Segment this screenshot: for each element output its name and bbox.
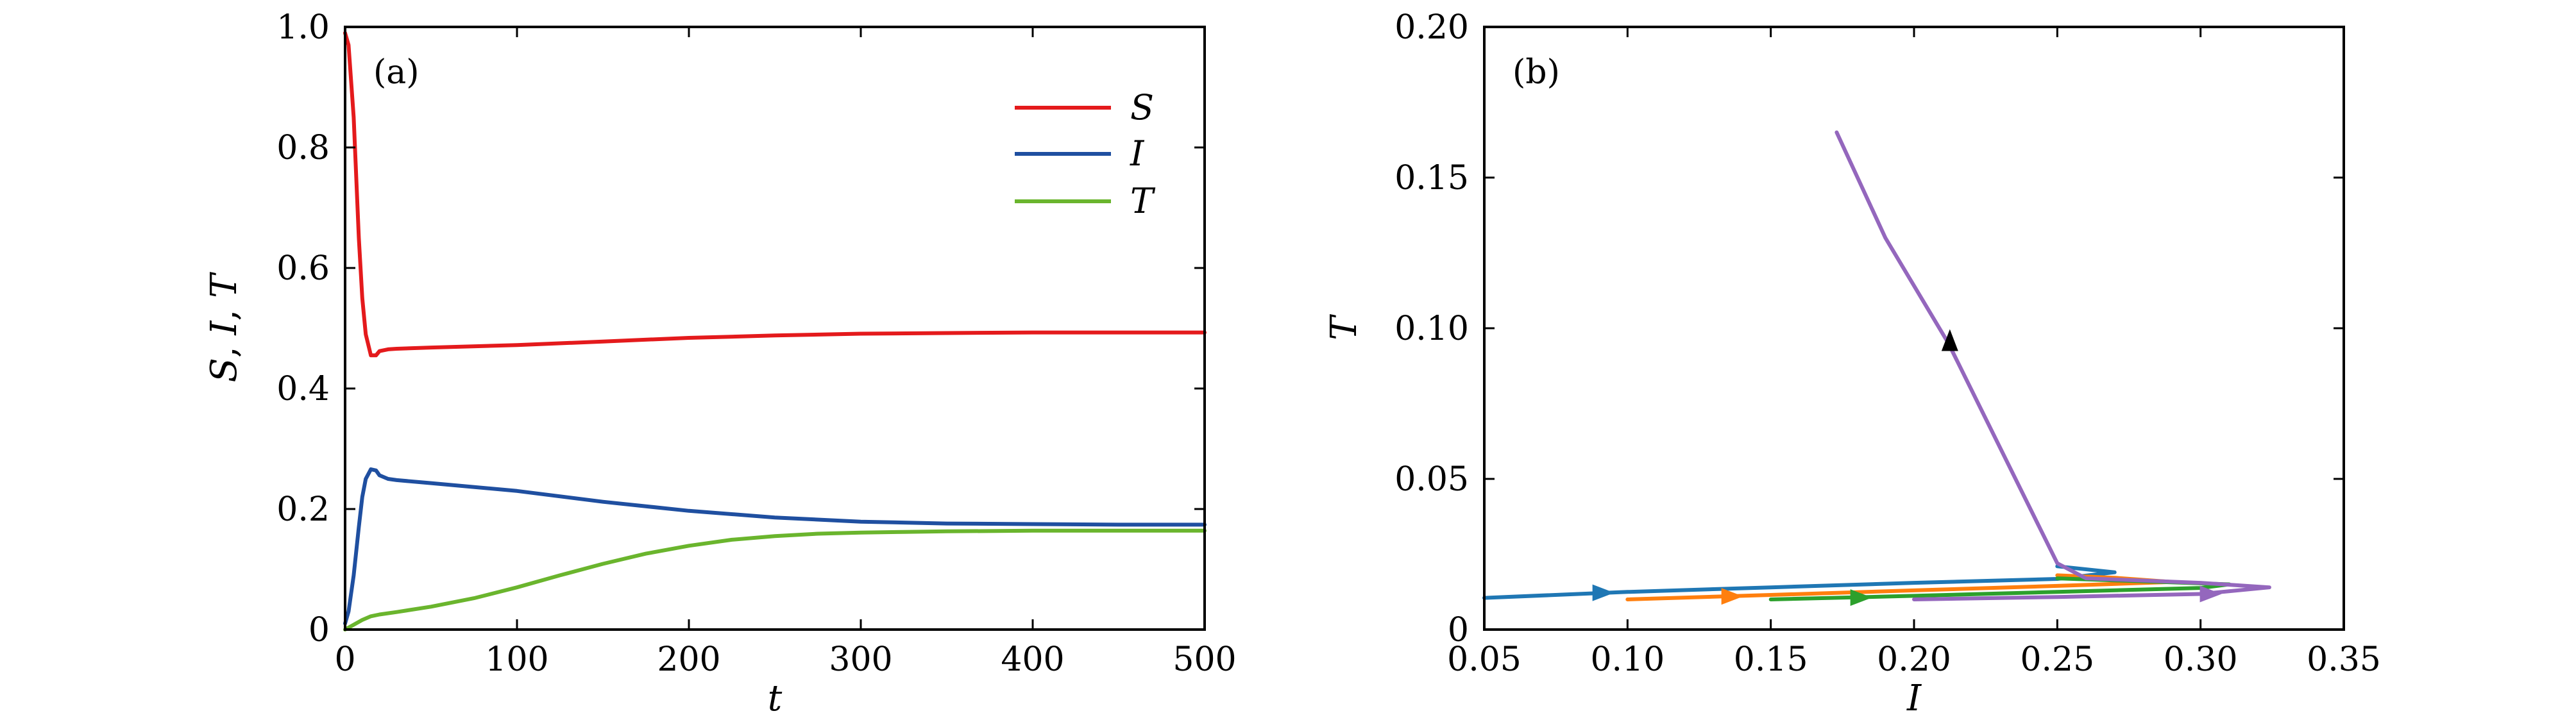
panel-b-tag: (b) [1513, 53, 1560, 92]
panel-b-y-ticks: 0 0.05 0.10 0.15 0.20 [1394, 8, 2344, 649]
x-tick-label: 0.05 [1447, 640, 1521, 679]
x-tick-label: 0.10 [1590, 640, 1665, 679]
panel-b-series-group [1482, 130, 2271, 606]
panel-b-x-ticks: 0.05 0.10 0.15 0.20 0.25 0.30 0.35 [1447, 27, 2381, 679]
y-tick-label: 0.6 [276, 249, 330, 288]
legend-label-i: I [1130, 133, 1145, 174]
x-tick-label: 300 [829, 640, 892, 679]
panel-b-axes-frame [1483, 26, 2345, 631]
y-tick-label: 1.0 [276, 8, 330, 47]
x-tick-label: 0.30 [2164, 640, 2238, 679]
y-tick-label: 0.15 [1394, 159, 1469, 197]
ylabel-sep-1: , [203, 335, 245, 358]
panel-b-x-axis-label: I [1906, 678, 1922, 719]
y-tick-label: 0.05 [1394, 460, 1469, 499]
panel-a-y-axis-label: S, I, T [203, 272, 245, 383]
y-tick-label: 0.10 [1394, 310, 1469, 348]
direction-arrow-trajectory-3 [1850, 589, 1872, 606]
y-tick-label: 0.4 [276, 370, 330, 408]
y-tick-label: 0 [309, 611, 330, 649]
y-tick-label: 0.8 [276, 129, 330, 167]
panel-b-chart: 0.05 0.10 0.15 0.20 0.25 0.30 0.35 00.050.100.… [1323, 8, 2381, 719]
panel-a-y-ticks: 0 0.2 0.4 0.6 0.8 1.0 [276, 8, 1205, 649]
panel-a-chart: 0 100 200 300 400 500 00.20.40.60.81.0 (a) t … [203, 8, 1237, 719]
x-tick-label: 0.20 [1877, 640, 1951, 679]
x-tick-label: 100 [485, 640, 548, 679]
legend-label-t: T [1130, 181, 1156, 221]
direction-arrow-trajectory-1 [1592, 584, 1614, 601]
ylabel-part-t: T [203, 272, 245, 298]
y-tick-label: 0.20 [1394, 8, 1469, 47]
series-line-s [343, 31, 1207, 358]
x-tick-label: 0.15 [1734, 640, 1808, 679]
x-tick-label: 0 [334, 640, 355, 679]
series-line-trajectory-4 [1835, 130, 2271, 601]
direction-arrow-trajectory-4 [2199, 585, 2222, 603]
panel-a-axes-frame [344, 26, 1206, 631]
ylabel-part-i: I [203, 320, 245, 336]
panel-a-x-ticks: 0 100 200 300 400 500 [334, 27, 1237, 679]
direction-arrow-trajectory-2 [1721, 588, 1743, 605]
ylabel-part-s: S [203, 358, 245, 382]
series-line-i [343, 467, 1207, 626]
direction-arrow-trajectory-4-arrow [1941, 329, 1958, 351]
legend-label-s: S [1130, 87, 1154, 128]
x-tick-label: 400 [1001, 640, 1064, 679]
panel-b-y-axis-label: T [1323, 314, 1365, 340]
x-tick-label: 0.35 [2307, 640, 2381, 679]
panel-a-tag: (a) [373, 53, 419, 92]
panel-a-legend: SIT [1015, 87, 1156, 221]
ylabel-sep-2: , [203, 298, 245, 321]
panel-a-series-group [343, 31, 1207, 631]
series-line-trajectory-1 [1482, 564, 2117, 600]
y-tick-label: 0.2 [276, 490, 330, 529]
x-tick-label: 0.25 [2020, 640, 2094, 679]
series-line-t [343, 528, 1207, 631]
y-tick-label: 0 [1448, 611, 1469, 649]
panel-a-x-axis-label: t [768, 678, 783, 719]
x-tick-label: 500 [1173, 640, 1236, 679]
x-tick-label: 200 [657, 640, 720, 679]
